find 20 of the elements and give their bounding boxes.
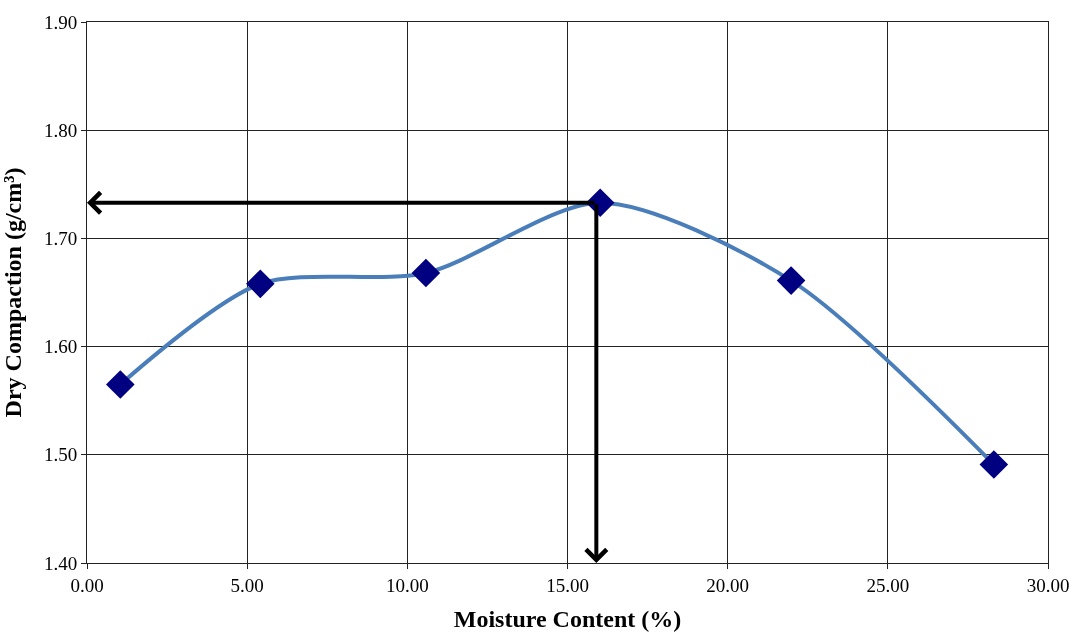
y-axis-title: Dry Compaction (g/cm³)	[0, 167, 27, 418]
point	[411, 258, 441, 288]
point	[246, 269, 275, 299]
y-tick-label: 1.60	[43, 336, 78, 358]
x-tick-label: 5.00	[230, 574, 264, 596]
x-tick-label: 20.00	[706, 574, 750, 596]
x-tick-label: 0.00	[70, 574, 104, 596]
point	[979, 450, 1009, 479]
point	[106, 370, 135, 399]
y-tick-label: 1.50	[43, 444, 78, 466]
y-tick-label: 1.80	[43, 119, 78, 141]
x-tick-label: 10.00	[385, 574, 429, 596]
y-tick-label: 1.70	[43, 228, 78, 250]
point	[776, 266, 806, 295]
x-tick-label: 25.00	[866, 574, 910, 596]
y-tick-label: 1.40	[43, 552, 78, 574]
x-tick-label: 15.00	[546, 574, 589, 596]
x-tick-label: 30.00	[1026, 574, 1070, 596]
x-axis-title: Moisture Content (%)	[453, 606, 682, 633]
y-tick-label: 1.90	[43, 11, 78, 33]
